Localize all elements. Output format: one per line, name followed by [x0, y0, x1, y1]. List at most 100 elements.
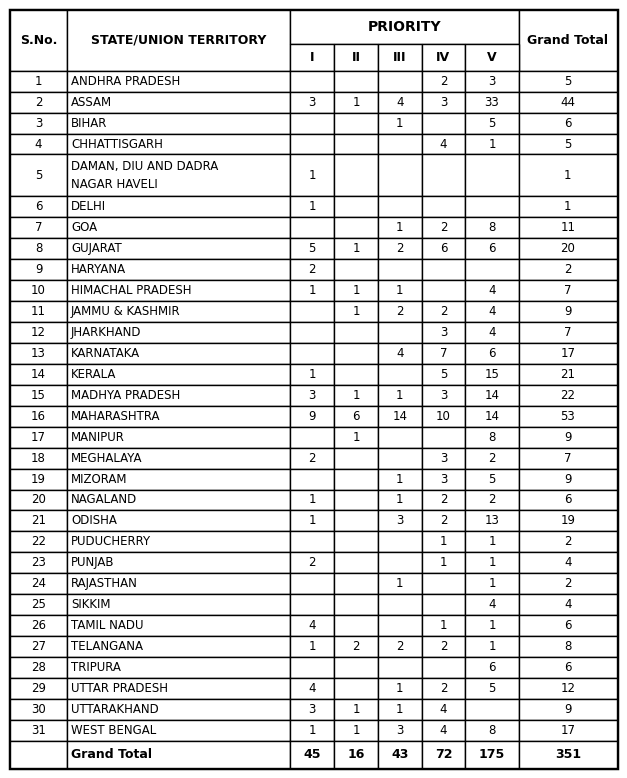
Text: 23: 23 [31, 556, 46, 569]
Bar [421, 489, 465, 510]
Bar [67, 468, 290, 489]
Bar [10, 468, 67, 489]
Bar [67, 134, 290, 155]
Bar [378, 636, 421, 657]
Bar [519, 426, 617, 447]
Bar [421, 573, 465, 594]
Bar [421, 343, 465, 364]
Text: 5: 5 [564, 138, 572, 150]
Bar [465, 594, 519, 615]
Text: 8: 8 [35, 242, 42, 255]
Bar [290, 113, 334, 134]
Text: 2: 2 [308, 451, 316, 464]
Bar [519, 238, 617, 259]
Text: DAMAN, DIU AND DADRA: DAMAN, DIU AND DADRA [71, 159, 218, 173]
Text: I: I [310, 51, 315, 64]
Text: KERALA: KERALA [71, 368, 117, 381]
Bar [290, 468, 334, 489]
Text: 3: 3 [396, 724, 403, 737]
Text: 351: 351 [555, 748, 581, 761]
Text: 3: 3 [488, 75, 496, 88]
Bar [519, 113, 617, 134]
Bar [334, 113, 378, 134]
Bar [67, 92, 290, 113]
Bar [465, 92, 519, 113]
Bar [10, 217, 67, 238]
Text: CHHATTISGARH: CHHATTISGARH [71, 138, 163, 150]
Bar [67, 322, 290, 343]
Bar [519, 301, 617, 322]
Bar [378, 657, 421, 678]
Bar [10, 385, 67, 406]
Bar [465, 259, 519, 280]
Text: 24: 24 [31, 577, 46, 591]
Bar [67, 636, 290, 657]
Bar [67, 364, 290, 385]
Text: 5: 5 [564, 75, 572, 88]
Text: 2: 2 [488, 451, 496, 464]
Bar [290, 426, 334, 447]
Text: 1: 1 [308, 493, 316, 506]
Bar [378, 510, 421, 531]
Text: 21: 21 [31, 514, 46, 527]
Bar [67, 594, 290, 615]
Bar [334, 426, 378, 447]
Bar [465, 552, 519, 573]
Text: 4: 4 [308, 619, 316, 632]
Bar [465, 113, 519, 134]
Bar [10, 113, 67, 134]
Text: 1: 1 [440, 619, 447, 632]
Text: 3: 3 [440, 472, 447, 485]
Text: 1: 1 [308, 284, 316, 297]
Bar [67, 489, 290, 510]
Text: HARYANA: HARYANA [71, 263, 126, 276]
Text: 17: 17 [561, 347, 576, 360]
Text: 14: 14 [485, 389, 500, 401]
Text: 6: 6 [564, 661, 572, 674]
Bar [290, 10, 519, 44]
Bar [519, 552, 617, 573]
Bar [67, 71, 290, 92]
Bar [290, 594, 334, 615]
Bar [334, 636, 378, 657]
Bar [67, 573, 290, 594]
Text: MIZORAM: MIZORAM [71, 472, 127, 485]
Text: 1: 1 [488, 138, 496, 150]
Text: 27: 27 [31, 640, 46, 653]
Bar [465, 426, 519, 447]
Text: III: III [393, 51, 406, 64]
Text: STATE/UNION TERRITORY: STATE/UNION TERRITORY [91, 34, 266, 47]
Bar [290, 92, 334, 113]
Bar [421, 301, 465, 322]
Bar [378, 594, 421, 615]
Bar [67, 217, 290, 238]
Text: BIHAR: BIHAR [71, 117, 107, 130]
Bar [334, 615, 378, 636]
Text: UTTAR PRADESH: UTTAR PRADESH [71, 682, 168, 695]
Bar [10, 301, 67, 322]
Text: 20: 20 [561, 242, 575, 255]
Bar [378, 343, 421, 364]
Bar [10, 594, 67, 615]
Bar [334, 134, 378, 155]
Text: 2: 2 [396, 242, 403, 255]
Text: GOA: GOA [71, 221, 97, 234]
Text: 4: 4 [308, 682, 316, 695]
Bar [290, 489, 334, 510]
Bar [519, 364, 617, 385]
Text: 6: 6 [564, 117, 572, 130]
Text: 21: 21 [561, 368, 576, 381]
Text: 3: 3 [440, 451, 447, 464]
Bar [334, 238, 378, 259]
Text: 26: 26 [31, 619, 46, 632]
Bar [519, 447, 617, 468]
Bar [519, 594, 617, 615]
Text: Grand Total: Grand Total [71, 748, 152, 761]
Text: 1: 1 [308, 514, 316, 527]
Bar [519, 720, 617, 741]
Bar [378, 134, 421, 155]
Bar [378, 238, 421, 259]
Text: 1: 1 [488, 556, 496, 569]
Text: 9: 9 [308, 410, 316, 422]
Text: 1: 1 [396, 577, 403, 591]
